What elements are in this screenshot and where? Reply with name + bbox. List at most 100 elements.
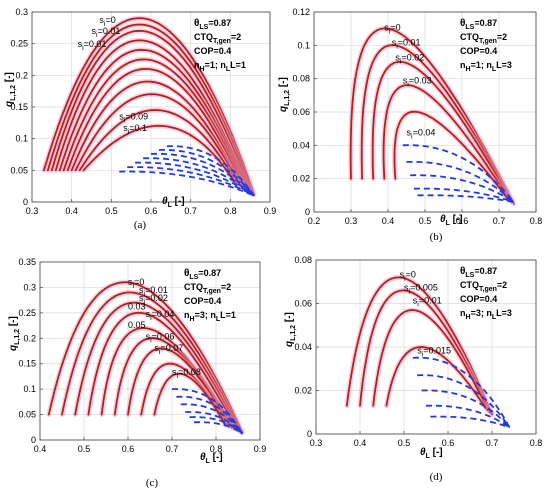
x-tick-label: 0.3 — [310, 438, 323, 448]
x-tick-label: 0.4 — [354, 438, 367, 448]
y-tick-label: 0.1 — [15, 134, 28, 144]
y-tick-label: 0.15 — [10, 102, 28, 112]
solid-series-line — [74, 93, 240, 186]
si-label: si=0.03 — [403, 76, 432, 89]
solid-series-line — [385, 346, 487, 409]
si-label: si=0.07 — [154, 343, 183, 356]
x-axis-label: θL [-] — [200, 452, 223, 465]
x-tick-label: 0.3 — [345, 216, 358, 226]
y-tick-label: 0.35 — [18, 257, 36, 267]
x-tick-label: 0.7 — [493, 216, 506, 226]
y-tick-label: 0.25 — [18, 308, 36, 318]
x-tick-label: 0.6 — [122, 444, 135, 454]
solid-series-line — [393, 110, 508, 198]
si-label: si=0 — [99, 15, 115, 28]
x-tick-label: 0.7 — [184, 206, 197, 216]
dashed-series-line — [430, 415, 510, 429]
si-label: si=0 — [384, 22, 400, 35]
dashed-series-line — [158, 149, 255, 197]
annotation: CTQT,gen=2 — [460, 32, 507, 45]
si-label: si=0.1 — [123, 123, 147, 136]
solid-series-line — [127, 347, 231, 428]
x-axis-label: θL [-] — [440, 214, 463, 227]
dashed-series-line — [417, 194, 514, 203]
panel-b: 0.2 0.3 0.4 0.5 0.6 0.7 0.8 0 0.02 0.04 0.06 0.08 0.… — [278, 7, 542, 243]
annotation: COP=0.4 — [460, 294, 497, 304]
y-tick-label: 0.2 — [23, 333, 36, 343]
annotation: nH=3; nLL=3 — [460, 308, 512, 321]
dashed-series-line — [135, 161, 255, 197]
annotation: θLS=0.87 — [460, 266, 497, 279]
x-tick-label: 0.8 — [530, 438, 543, 448]
y-tick-label: 0.2 — [15, 70, 28, 80]
x-tick-label: 0.6 — [456, 216, 469, 226]
solid-series-line — [50, 29, 252, 193]
x-axis-label: θL [-] — [420, 447, 443, 460]
annotation: θLS=0.87 — [460, 18, 497, 31]
y-tick-label: 0.05 — [10, 165, 28, 175]
y-tick-label: 0.08 — [294, 255, 312, 265]
si-label: si=0.08 — [172, 367, 201, 380]
y-tick-label: 0 — [31, 435, 36, 445]
x-tick-label: 0.8 — [224, 206, 237, 216]
solid-series-line — [382, 84, 510, 200]
dashed-series-line — [166, 145, 255, 197]
y-tick-label: 0.02 — [292, 174, 310, 184]
annotation: nH=1; nLL=3 — [460, 60, 512, 73]
panel-caption: (d) — [430, 471, 443, 483]
x-axis-label: θL [-] — [162, 196, 185, 209]
solid-series-line — [66, 67, 244, 188]
si-label: si=0.04 — [146, 309, 175, 322]
plot-frame — [39, 261, 261, 441]
si-label: si=0.02 — [395, 52, 424, 65]
y-tick-label: 0.1 — [297, 40, 310, 50]
annotation: nH=3; nLL=1 — [184, 310, 236, 323]
plot-frame — [315, 259, 537, 435]
dashed-series-line — [180, 403, 244, 435]
si-label: 0.03 — [128, 301, 146, 311]
y-tick-label: 0.06 — [292, 107, 310, 117]
x-tick-label: 0.4 — [382, 216, 395, 226]
y-tick-label: 0.05 — [18, 410, 36, 420]
annotation: CTQT,gen=2 — [184, 282, 231, 295]
si-label: si=0 — [400, 269, 416, 282]
plot-frame — [31, 11, 271, 203]
x-tick-label: 0.5 — [398, 438, 411, 448]
x-tick-label: 0.5 — [78, 444, 91, 454]
solid-series-line — [47, 23, 253, 194]
y-tick-label: 0.1 — [23, 384, 36, 394]
panel-d: 0.3 0.4 0.5 0.6 0.7 0.800.020.040.060.08si=0s… — [284, 255, 542, 483]
dashed-series-line — [143, 157, 255, 197]
x-tick-label: 0.9 — [254, 444, 267, 454]
y-axis-label: qL,1,2 [-] — [4, 72, 17, 107]
si-label: si=0.01 — [78, 39, 107, 52]
x-tick-label: 0.5 — [419, 216, 432, 226]
x-tick-label: 0.9 — [264, 206, 277, 216]
solid-series-line — [62, 58, 246, 189]
dashed-series-line — [185, 411, 244, 435]
si-label: si=0.015 — [417, 346, 451, 359]
si-label: si=0.005 — [404, 282, 438, 295]
si-label: si=0.02 — [139, 293, 168, 306]
dashed-series-line — [176, 395, 244, 435]
annotation: CTQT,gen=2 — [194, 32, 241, 45]
si-label: si=0.04 — [407, 127, 436, 140]
plot-frame — [313, 11, 537, 213]
dashed-series-line — [119, 170, 255, 197]
dashed-series-line — [426, 404, 511, 429]
y-tick-label: 0.04 — [294, 342, 312, 352]
dashed-series-line — [171, 388, 244, 435]
si-label: si=0.01 — [392, 37, 421, 50]
si-label: si=0.01 — [139, 285, 168, 298]
y-tick-label: 0 — [23, 197, 28, 207]
y-tick-label: 0.3 — [23, 282, 36, 292]
annotation: θLS=0.87 — [184, 268, 221, 281]
y-tick-label: 0.12 — [292, 7, 310, 17]
x-tick-label: 0.8 — [210, 444, 223, 454]
dashed-series-line — [413, 187, 515, 203]
y-tick-label: 0.3 — [15, 7, 28, 17]
x-tick-label: 0.4 — [65, 206, 78, 216]
dashed-series-line — [412, 356, 511, 428]
annotation: COP=0.4 — [194, 46, 231, 56]
